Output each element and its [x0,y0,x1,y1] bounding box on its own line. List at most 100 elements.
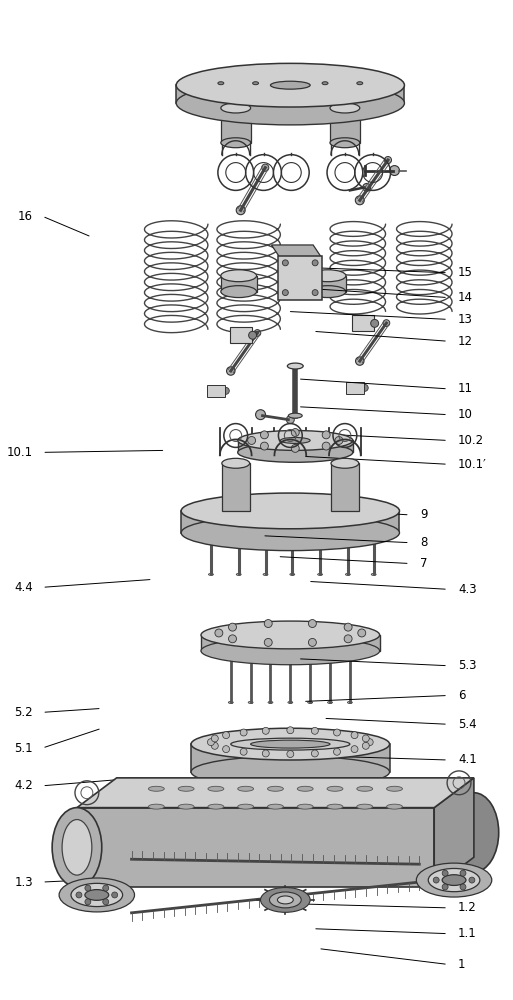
Ellipse shape [201,637,380,665]
Ellipse shape [208,573,213,575]
FancyBboxPatch shape [346,382,364,394]
Ellipse shape [221,270,256,282]
Ellipse shape [85,890,109,900]
Circle shape [228,635,236,643]
Ellipse shape [357,786,372,791]
Text: 3: 3 [458,811,465,824]
Circle shape [223,746,229,753]
Ellipse shape [330,138,360,148]
Ellipse shape [287,363,303,369]
Polygon shape [222,463,250,511]
Ellipse shape [181,515,400,551]
Ellipse shape [270,81,310,89]
Circle shape [85,885,91,891]
Circle shape [103,899,109,905]
Circle shape [460,870,466,876]
Circle shape [255,410,266,420]
Ellipse shape [208,804,224,809]
Ellipse shape [261,888,310,912]
Ellipse shape [327,701,332,703]
Circle shape [262,164,269,171]
Circle shape [261,442,268,450]
Ellipse shape [278,896,293,904]
Circle shape [311,727,319,734]
Circle shape [322,442,330,450]
Circle shape [335,436,343,444]
FancyBboxPatch shape [352,315,373,331]
Ellipse shape [231,738,350,750]
Circle shape [287,751,294,758]
Ellipse shape [371,573,376,575]
Circle shape [223,732,229,739]
Circle shape [262,727,269,734]
Circle shape [103,885,109,891]
Ellipse shape [52,808,102,887]
Ellipse shape [288,701,293,703]
Polygon shape [310,276,346,292]
Text: 6: 6 [458,689,466,702]
Circle shape [460,884,466,890]
Circle shape [85,899,91,905]
Circle shape [362,735,369,742]
Ellipse shape [228,701,233,703]
Ellipse shape [148,786,164,791]
Circle shape [264,620,272,628]
Ellipse shape [297,804,313,809]
Ellipse shape [345,573,350,575]
Text: 10.1: 10.1 [7,446,33,459]
Circle shape [333,729,341,736]
Ellipse shape [221,286,256,298]
Circle shape [442,870,448,876]
Text: 11: 11 [458,382,473,395]
Polygon shape [271,245,321,257]
Circle shape [308,638,317,646]
Polygon shape [221,108,251,143]
Ellipse shape [267,786,283,791]
Ellipse shape [248,701,253,703]
Text: 5.3: 5.3 [458,659,477,672]
Text: 16: 16 [18,210,33,223]
Text: 15: 15 [458,266,473,279]
Circle shape [356,196,364,205]
Polygon shape [330,108,360,143]
Circle shape [236,206,245,215]
Ellipse shape [201,621,380,649]
Text: 1.1: 1.1 [458,927,477,940]
Polygon shape [77,778,474,808]
Text: 1.3′: 1.3′ [458,872,480,885]
Circle shape [287,727,294,734]
Ellipse shape [387,804,403,809]
Ellipse shape [331,458,359,468]
Ellipse shape [222,458,250,468]
Circle shape [351,746,358,753]
Ellipse shape [310,270,346,282]
Circle shape [469,877,475,883]
Circle shape [211,742,219,749]
Polygon shape [191,744,389,772]
Circle shape [261,431,268,439]
Text: 2: 2 [458,843,466,856]
Ellipse shape [191,756,389,788]
Circle shape [262,750,269,757]
Ellipse shape [442,875,466,885]
Circle shape [344,635,352,643]
Circle shape [254,330,261,336]
Ellipse shape [238,804,253,809]
Ellipse shape [267,804,283,809]
Ellipse shape [417,863,492,897]
Polygon shape [434,778,474,887]
Ellipse shape [178,786,194,791]
Circle shape [311,750,319,757]
Ellipse shape [347,701,352,703]
Ellipse shape [357,82,363,85]
Text: 4.2: 4.2 [14,779,33,792]
Ellipse shape [251,740,330,748]
Polygon shape [238,440,353,452]
FancyBboxPatch shape [230,327,251,343]
Ellipse shape [238,786,253,791]
Ellipse shape [221,103,251,113]
Ellipse shape [357,804,372,809]
Text: 4.1: 4.1 [458,753,477,766]
Circle shape [312,260,318,266]
Text: 10.1′: 10.1′ [458,458,487,471]
